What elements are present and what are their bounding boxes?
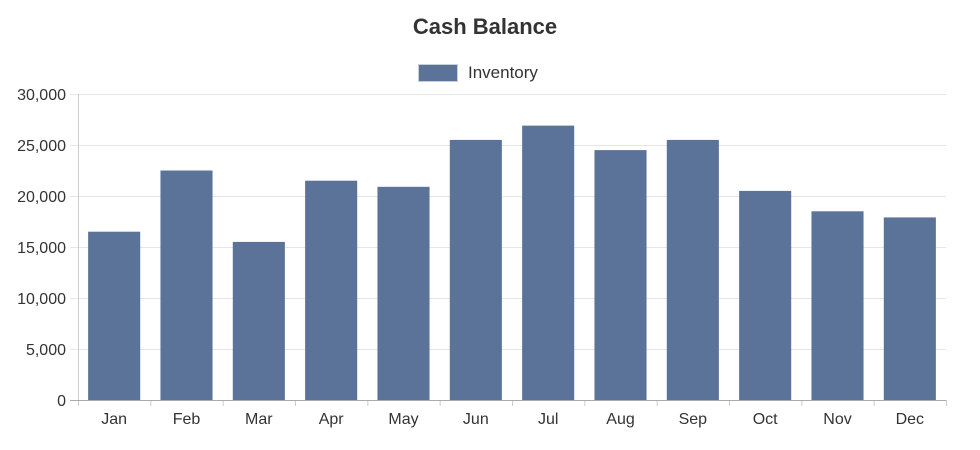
legend-label-inventory: Inventory	[468, 63, 538, 82]
x-tick-label: Sep	[679, 411, 708, 428]
x-tick-label: May	[388, 411, 418, 428]
bar-oct[interactable]	[739, 190, 792, 400]
x-tick-label: Mar	[245, 411, 273, 428]
bars	[88, 125, 936, 401]
bar-feb[interactable]	[160, 170, 213, 401]
bar-nov[interactable]	[811, 211, 864, 400]
bar-may[interactable]	[377, 186, 430, 400]
tick-labels: 0 5,000 10,000 15,000 20,000 25,000 30,000 Jan F…	[17, 87, 924, 428]
x-tick-label: Jan	[101, 411, 127, 428]
bar-jun[interactable]	[449, 139, 502, 400]
legend-swatch-inventory	[418, 64, 458, 82]
bar-apr[interactable]	[305, 180, 358, 400]
y-tick-label: 10,000	[17, 291, 66, 308]
y-tick-label: 5,000	[26, 342, 66, 359]
x-tick-label: Jun	[463, 411, 489, 428]
y-tick-label: 30,000	[17, 87, 66, 104]
x-tick-label: Apr	[319, 411, 345, 428]
x-tick-label: Nov	[823, 411, 851, 428]
bar-jan[interactable]	[88, 231, 141, 400]
chart-legend[interactable]: Inventory	[418, 62, 538, 84]
bar-jul[interactable]	[522, 125, 575, 401]
x-tick-label: Feb	[173, 411, 201, 428]
x-tick-label: Jul	[538, 411, 558, 428]
bar-sep[interactable]	[666, 139, 719, 400]
axes	[70, 94, 947, 406]
x-tick-label: Oct	[753, 411, 778, 428]
bar-mar[interactable]	[232, 241, 285, 400]
y-tick-label: 15,000	[17, 240, 66, 257]
bar-aug[interactable]	[594, 150, 647, 400]
y-tick-label: 20,000	[17, 189, 66, 206]
x-tick-label: Aug	[606, 411, 634, 428]
y-tick-label: 0	[57, 393, 66, 410]
y-tick-label: 25,000	[17, 138, 66, 155]
bar-dec[interactable]	[883, 217, 936, 400]
x-tick-label: Dec	[896, 411, 924, 428]
chart-title: Cash Balance	[412, 14, 558, 39]
